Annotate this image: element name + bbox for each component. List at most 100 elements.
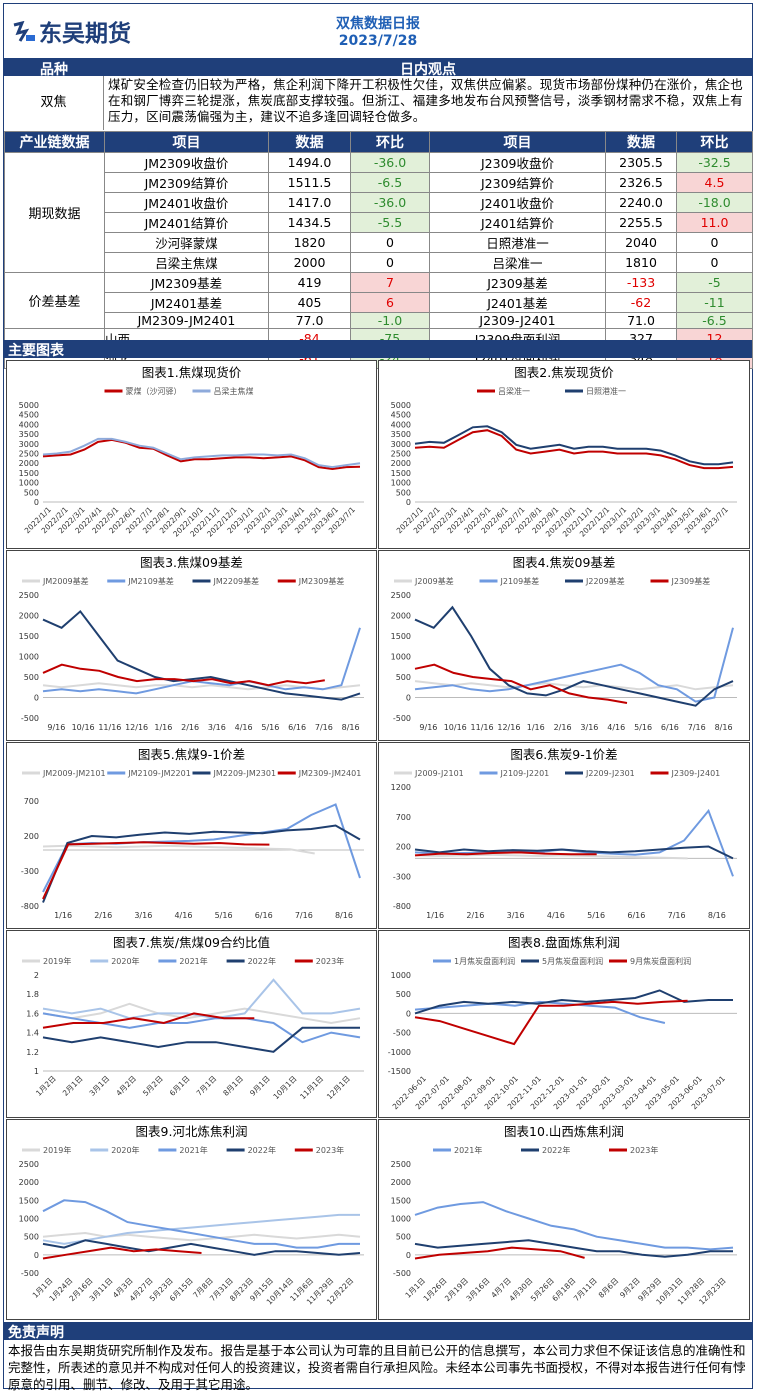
- table-cell: 日照港准一: [429, 232, 606, 253]
- y-tick-label: 500: [24, 673, 39, 682]
- x-tick-label: 5月2日: [141, 1074, 165, 1098]
- table-cell: J2401收盘价: [429, 192, 606, 213]
- series-line-5: [42, 1246, 202, 1260]
- table-row: JM2309-JM2401 77.0 -1.0 J2309-J2401 71.0 -6.5: [5, 312, 753, 329]
- x-tick-label: 4月2日: [114, 1074, 138, 1098]
- legend-label: J2009基差: [414, 576, 454, 586]
- y-tick-label: 0: [34, 498, 39, 507]
- table-head-0: 产业链数据: [4, 131, 105, 153]
- table-row: 价差基差 JM2309基差 419 7 J2309基差 -133 -5: [4, 272, 753, 329]
- table-cell: 2240.0: [605, 192, 677, 213]
- y-tick-label: 3500: [19, 430, 39, 439]
- series-line-5: [42, 1012, 255, 1029]
- x-tick-label: 3/16: [507, 911, 525, 920]
- legend-label: 2021年: [454, 1145, 482, 1155]
- chart-svg: 2019年 2020年 2021年 2022年 2023年 -500 0 500 1000 150…: [19, 1145, 364, 1307]
- table-cell: 1494.0: [268, 152, 351, 173]
- y-tick-label: 2500: [391, 450, 411, 459]
- x-tick-label: 8/16: [715, 723, 733, 732]
- legend-label: 吕梁准一: [498, 386, 530, 396]
- table-cell: 1434.5: [268, 212, 351, 233]
- chart-svg: J2009-J2101 J2109-J2201 J2209-J2301 J2309-J…: [391, 769, 737, 920]
- table-cell: 71.0: [605, 312, 677, 329]
- legend-label: 2023年: [316, 956, 344, 966]
- x-tick-label: 6/16: [288, 723, 306, 732]
- x-tick-label: 5/16: [261, 723, 279, 732]
- chart-9: 图表9.河北炼焦利润 2019年 2020年 2021年 2022年 2023年 -500 0…: [6, 1119, 377, 1320]
- legend-label: 2022年: [248, 956, 276, 966]
- x-tick-label: 4/16: [235, 723, 253, 732]
- legend-label: J2109基差: [500, 576, 540, 586]
- table-cell: -36.0: [350, 192, 430, 213]
- x-tick-label: 8月1日: [221, 1074, 245, 1098]
- y-tick-label: 0: [34, 694, 39, 703]
- table-cell: 419: [268, 272, 351, 293]
- legend-label: 吕梁主焦煤: [214, 386, 254, 396]
- y-tick-label: 4000: [391, 420, 411, 429]
- x-tick-label: 9月1日: [248, 1074, 272, 1098]
- y-tick-label: 0: [406, 1251, 411, 1260]
- chart-5: 图表5.焦煤9-1价差 JM2009-JM2101 JM2109-JM2201 JM2…: [6, 742, 377, 929]
- data-table: 产业链数据 项目 数据 环比 项目 数据 环比 期现数据 JM2309收盘价 1494.0 -36.…: [4, 131, 753, 369]
- y-tick-label: 2500: [19, 450, 39, 459]
- legend-label: JM2009-JM2101: [42, 769, 106, 778]
- table-cell: 沙河驿蒙煤: [104, 232, 269, 253]
- y-tick-label: -500: [393, 714, 411, 723]
- legend-label: 5月焦炭盘面利润: [542, 956, 603, 966]
- legend-label: JM2009基差: [42, 576, 89, 586]
- legend-label: 2022年: [248, 1145, 276, 1155]
- y-tick-label: 1500: [19, 469, 39, 478]
- y-tick-label: 3000: [391, 440, 411, 449]
- y-tick-label: -300: [21, 867, 39, 876]
- y-tick-label: 2: [34, 971, 39, 980]
- table-cell: JM2401基差: [104, 292, 269, 313]
- series-line-4: [414, 663, 628, 704]
- y-tick-label: 5000: [391, 401, 411, 410]
- table-cell: J2401结算价: [429, 212, 606, 233]
- table-cell: 77.0: [268, 312, 351, 329]
- chart-svg: JM2009-JM2101 JM2109-JM2201 JM2209-JM2301 J…: [21, 769, 364, 920]
- y-tick-label: 1000: [391, 479, 411, 488]
- table-cell: -5.5: [350, 212, 430, 233]
- table-cell: 405: [268, 292, 351, 313]
- view-col1: 品种: [40, 62, 68, 78]
- legend-label: 2021年: [179, 1145, 207, 1155]
- table-cell: -32.5: [676, 152, 753, 173]
- series-line-2: [414, 425, 734, 466]
- table-head-5: 数据: [605, 131, 677, 153]
- y-tick-label: 700: [24, 797, 39, 806]
- y-tick-label: 4000: [19, 420, 39, 429]
- y-tick-label: 1000: [19, 479, 39, 488]
- y-tick-label: 2500: [19, 1160, 39, 1169]
- series-line-1: [42, 1231, 361, 1242]
- y-tick-label: 500: [396, 673, 411, 682]
- series-line-4: [42, 1026, 360, 1053]
- legend-label: J2309基差: [671, 576, 711, 586]
- table-cell: JM2401收盘价: [104, 192, 269, 213]
- legend-label: 1月焦炭盘面利润: [454, 956, 515, 966]
- legend-label: 2023年: [630, 1145, 658, 1155]
- chart-svg: J2009基差 J2109基差 J2209基差 J2309基差 -500 0 500 1000…: [391, 576, 737, 732]
- legend-label: 9月焦炭盘面利润: [630, 956, 691, 966]
- chart-title: 图表5.焦煤9-1价差: [137, 747, 246, 762]
- y-tick-label: 0: [406, 1009, 411, 1018]
- chart-2: 图表2.焦炭现货价 吕梁准一 日照港准一 0 500 1000 1500 2000 2500 30…: [378, 360, 750, 549]
- y-tick-label: -800: [21, 902, 39, 911]
- series-line-3: [414, 1246, 585, 1260]
- chart-title: 图表7.焦炭/焦煤09合约比值: [112, 935, 271, 950]
- table-cell: 1820: [268, 232, 351, 253]
- table-cell: -6.5: [676, 312, 753, 329]
- x-tick-label: 1/16: [154, 723, 172, 732]
- series-line-3: [414, 605, 734, 707]
- y-tick-label: 1000: [19, 1215, 39, 1224]
- x-tick-label: 1/16: [527, 723, 545, 732]
- y-tick-label: 0: [406, 694, 411, 703]
- report-frame: 东吴期货 双焦数据日报 2023/7/28 品种 日内观点 双焦 煤矿安全检查仍…: [3, 3, 753, 1392]
- table-cell: 6: [350, 292, 430, 313]
- x-tick-label: 7/16: [668, 911, 686, 920]
- chart-svg: 1月焦炭盘面利润 5月焦炭盘面利润 9月焦炭盘面利润 -1500 -1000 -500 0 5…: [388, 956, 737, 1111]
- table-head-2: 数据: [268, 131, 351, 153]
- y-tick-label: 4500: [391, 411, 411, 420]
- chart-title: 图表10.山西炼焦利润: [504, 1124, 624, 1139]
- y-tick-label: 1.4: [26, 1029, 39, 1038]
